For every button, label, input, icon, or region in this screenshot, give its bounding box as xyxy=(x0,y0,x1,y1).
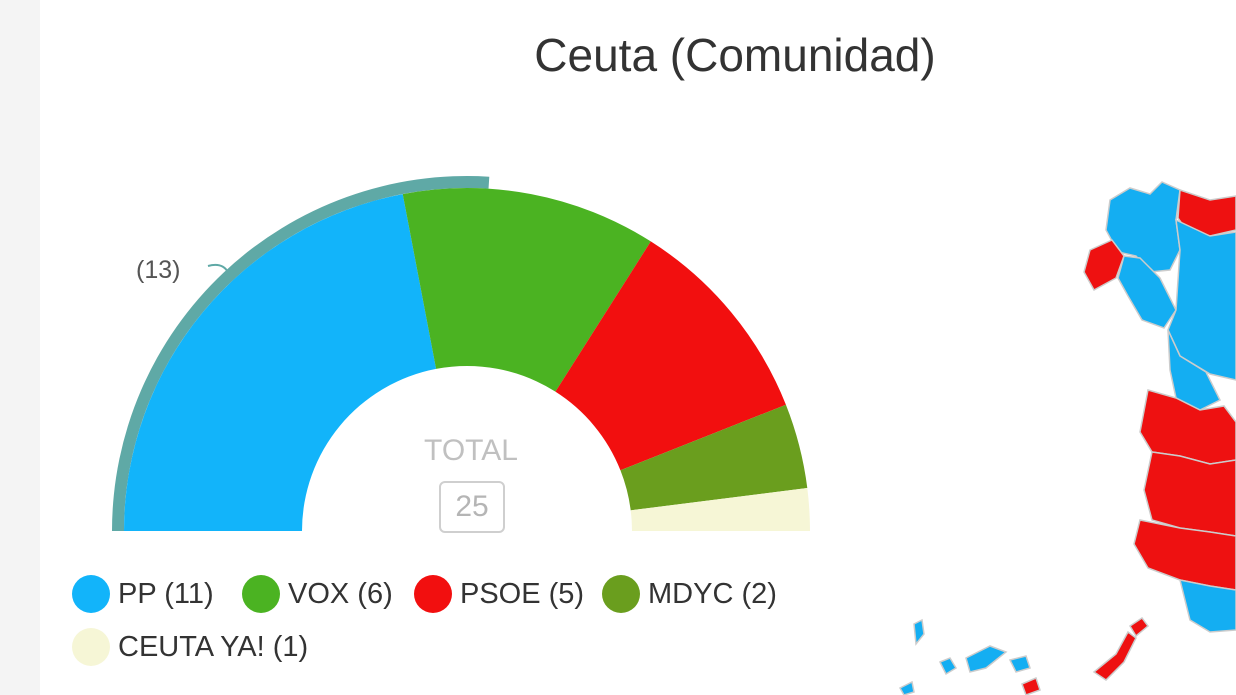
hemicycle-segment-ceuta-ya[interactable] xyxy=(630,488,810,531)
legend-dot-psoe xyxy=(414,575,452,613)
map-region-canary-islands xyxy=(898,616,1150,695)
legend-item-ceuta-ya[interactable]: CEUTA YA! (1) xyxy=(72,625,308,669)
total-seats-value: 25 xyxy=(439,481,505,533)
total-label: TOTAL xyxy=(424,434,518,467)
hemicycle-segment-vox[interactable] xyxy=(402,188,651,392)
legend-item-pp[interactable]: PP (11) xyxy=(72,572,214,616)
map-region-northwest xyxy=(1083,181,1236,411)
legend-label-psoe: PSOE (5) xyxy=(460,577,585,610)
legend-dot-pp xyxy=(72,575,110,613)
map-region-southwest xyxy=(1133,389,1236,633)
majority-label: (13) xyxy=(136,256,181,284)
legend-label-vox: VOX (6) xyxy=(288,577,393,610)
legend-label-pp: PP (11) xyxy=(118,577,214,610)
left-margin-strip xyxy=(0,0,40,695)
spain-map xyxy=(898,181,1236,695)
hemicycle-segment-pp[interactable] xyxy=(124,194,437,531)
legend-dot-mdyc xyxy=(602,575,640,613)
legend-label-mdyc: MDYC (2) xyxy=(648,577,777,610)
hemicycle-segment-psoe[interactable] xyxy=(555,241,786,471)
legend-item-vox[interactable]: VOX (6) xyxy=(242,572,393,616)
legend-item-psoe[interactable]: PSOE (5) xyxy=(414,572,584,616)
legend-dot-vox xyxy=(242,575,280,613)
majority-tick xyxy=(207,263,229,273)
legend-label-ceuta-ya: CEUTA YA! (1) xyxy=(118,630,309,663)
legend-dot-ceuta-ya xyxy=(72,628,110,666)
legend-item-mdyc[interactable]: MDYC (2) xyxy=(602,572,777,616)
hemicycle-segment-mdyc[interactable] xyxy=(620,404,808,511)
chart-title: Ceuta (Comunidad) xyxy=(534,29,936,81)
